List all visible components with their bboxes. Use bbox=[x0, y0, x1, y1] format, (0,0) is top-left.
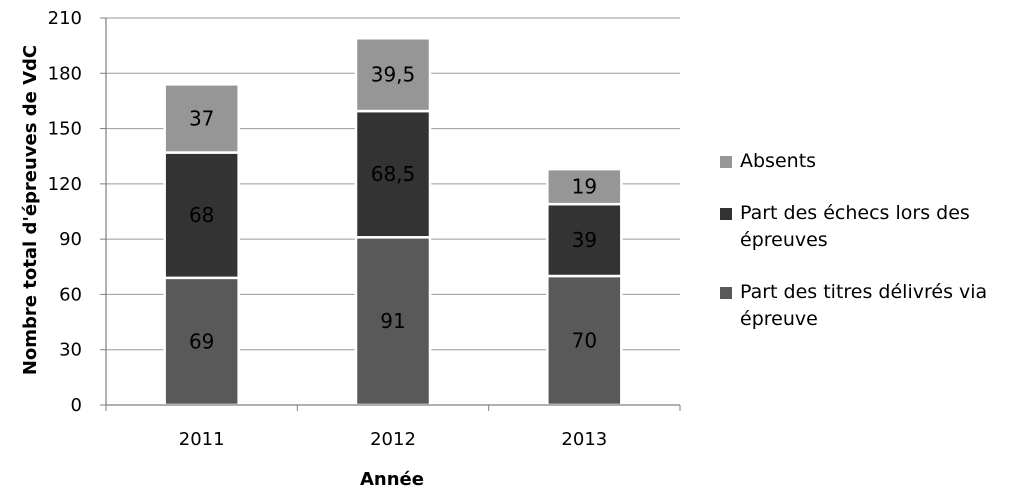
bar-2013-series-0 bbox=[546, 274, 623, 407]
bar-2012-series-2 bbox=[354, 37, 432, 113]
data-label-2012-series-0: 91 bbox=[380, 309, 405, 333]
x-tick-2011: 2011 bbox=[179, 429, 225, 450]
data-label-2012-series-1: 68,5 bbox=[371, 162, 416, 186]
bar-2013-series-2 bbox=[546, 167, 623, 206]
y-axis-title: Nombre total d'épreuves de VdC bbox=[20, 45, 41, 375]
data-label-2011-series-1: 68 bbox=[189, 203, 214, 227]
y-tick-60: 60 bbox=[59, 284, 82, 305]
bar-2011-series-0 bbox=[163, 276, 240, 407]
bars: 69 68 37 91 68,5 39,5 70 39 19 bbox=[163, 37, 623, 407]
bar-2012-series-1 bbox=[354, 109, 432, 239]
x-axis-title: Année bbox=[360, 469, 424, 490]
data-label-2013-series-0: 70 bbox=[572, 329, 597, 353]
y-tick-210: 210 bbox=[48, 8, 82, 29]
x-tick-2012: 2012 bbox=[370, 429, 416, 450]
data-label-2011-series-0: 69 bbox=[189, 329, 214, 353]
legend: Absents Part des échecs lors des épreuves… bbox=[720, 148, 1025, 333]
legend-label-1: Part des échecs lors des épreuves bbox=[740, 202, 970, 251]
legend-swatch-1 bbox=[720, 208, 732, 220]
axes bbox=[105, 18, 681, 411]
legend-label-2: Absents bbox=[740, 150, 817, 172]
data-label-2012-series-2: 39,5 bbox=[371, 63, 416, 87]
bar-2011-series-2 bbox=[163, 83, 240, 154]
y-tick-0: 0 bbox=[71, 395, 82, 416]
legend-item-1: Part des échecs lors des épreuves bbox=[720, 200, 1025, 254]
y-tick-150: 150 bbox=[48, 119, 82, 140]
y-tick-90: 90 bbox=[59, 229, 82, 250]
y-tick-180: 180 bbox=[48, 63, 82, 84]
y-tick-120: 120 bbox=[48, 174, 82, 195]
legend-item-2: Absents bbox=[720, 148, 1025, 175]
legend-swatch-0 bbox=[720, 287, 732, 299]
y-tick-30: 30 bbox=[59, 340, 82, 361]
legend-item-0: Part des titres délivrés via épreuve bbox=[720, 279, 1025, 333]
data-label-2013-series-1: 39 bbox=[572, 228, 597, 252]
y-tick-labels: 0 30 60 90 120 150 180 210 bbox=[48, 8, 82, 416]
legend-swatch-2 bbox=[720, 156, 732, 168]
x-tick-labels: 2011 2012 2013 bbox=[179, 429, 607, 450]
x-tick-2013: 2013 bbox=[561, 429, 607, 450]
legend-label-0: Part des titres délivrés via épreuve bbox=[740, 281, 988, 330]
data-label-2013-series-2: 19 bbox=[572, 175, 597, 199]
data-label-2011-series-2: 37 bbox=[189, 106, 214, 130]
